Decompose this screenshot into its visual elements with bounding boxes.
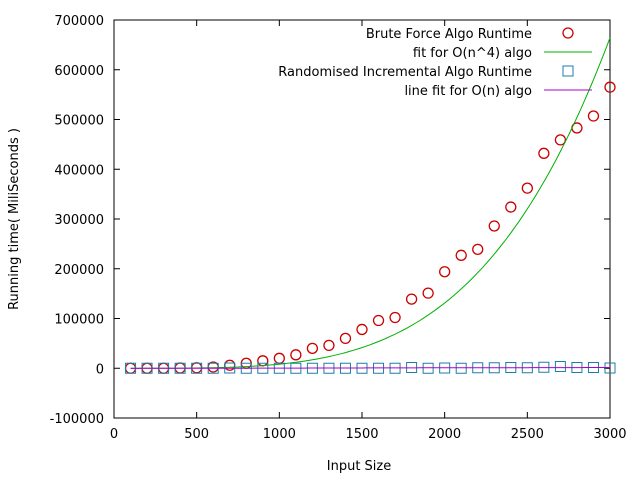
data-point	[538, 147, 550, 159]
legend-entry: Brute Force Algo Runtime	[366, 27, 574, 42]
data-point	[554, 361, 566, 373]
axis-tick-labels: 0 500 1000 1500 2000 2500 3000 -100000 0 100000 20…	[50, 14, 627, 442]
data-point	[604, 362, 616, 374]
data-point	[587, 110, 600, 122]
y-tick-label: 0	[96, 362, 104, 377]
y-tick-label: 600000	[54, 64, 104, 79]
legend: Brute Force Algo Runtime fit for O(n^4) a…	[278, 27, 592, 99]
y-tick-label: 500000	[54, 114, 104, 129]
data-point	[339, 332, 352, 345]
data-point	[455, 249, 467, 261]
legend-label: Randomised Incremental Algo Runtime	[278, 65, 532, 80]
x-tick-label: 2000	[428, 427, 461, 442]
data-point	[290, 349, 302, 361]
legend-label: line fit for O(n) algo	[404, 84, 532, 99]
data-point	[604, 81, 616, 93]
data-point	[488, 220, 500, 232]
x-tick-label: 1000	[263, 427, 296, 442]
data-point	[306, 342, 319, 355]
series-line	[130, 37, 611, 369]
data-point	[257, 355, 269, 367]
legend-entry: line fit for O(n) algo	[404, 84, 592, 99]
x-tick-label: 1500	[345, 427, 378, 442]
legend-entry: Randomised Incremental Algo Runtime	[278, 65, 574, 80]
y-tick-label: 100000	[54, 313, 104, 328]
series-1	[130, 37, 611, 369]
legend-swatch	[562, 27, 574, 39]
series-line	[130, 367, 610, 369]
legend-entry: fit for O(n^4) algo	[413, 46, 592, 61]
x-tick-label: 0	[110, 427, 118, 442]
data-point	[422, 287, 434, 299]
data-point	[505, 201, 517, 213]
data-point	[273, 352, 285, 364]
legend-label: fit for O(n^4) algo	[413, 46, 532, 61]
y-axis-label: Running time( MiliSeconds )	[7, 128, 22, 310]
x-tick-label: 3000	[593, 427, 626, 442]
x-tick-label: 500	[184, 427, 209, 442]
data-point	[439, 266, 451, 278]
x-tick-label: 2500	[511, 427, 544, 442]
data-point	[554, 134, 567, 146]
y-tick-label: 700000	[54, 14, 104, 29]
legend-swatch	[562, 65, 574, 77]
data-point	[405, 293, 418, 305]
y-tick-label: 200000	[54, 263, 104, 278]
y-tick-label: 400000	[54, 163, 104, 178]
axis-ticks	[113, 19, 611, 419]
y-tick-label: 300000	[54, 213, 104, 228]
data-point	[472, 243, 484, 255]
data-point	[521, 182, 533, 194]
legend-label: Brute Force Algo Runtime	[366, 27, 532, 42]
data-point	[323, 339, 335, 352]
data-point	[224, 359, 236, 371]
series-layer	[124, 37, 616, 374]
data-point	[372, 314, 385, 327]
data-point	[356, 323, 368, 336]
y-tick-label: -100000	[50, 412, 104, 427]
series-0	[124, 81, 616, 374]
series-3	[130, 367, 610, 369]
data-point	[389, 311, 401, 324]
x-axis-label: Input Size	[327, 459, 391, 474]
